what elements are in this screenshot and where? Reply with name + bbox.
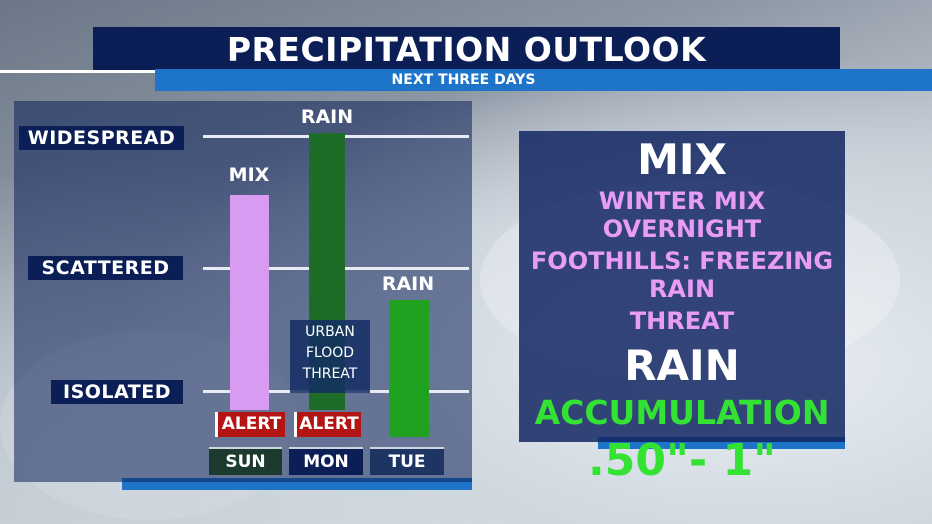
mix-line-1: WINTER MIX OVERNIGHT	[598, 187, 766, 243]
mix-line-3: THREAT	[629, 307, 735, 335]
rain-accumulation-label: ACCUMULATION	[534, 393, 830, 432]
mix-line-2: FOOTHILLS: FREEZING RAIN	[530, 247, 834, 303]
title-bar: PRECIPITATION OUTLOOK	[93, 27, 840, 71]
details-panel: MIX WINTER MIX OVERNIGHT FOOTHILLS: FREE…	[519, 131, 845, 486]
day-label-sun: SUN	[209, 447, 282, 475]
rain-accumulation-amount: .50"- 1"	[588, 435, 776, 486]
level-label-widespread: WIDESPREAD	[19, 126, 184, 150]
level-label-isolated: ISOLATED	[51, 380, 183, 404]
flood-threat-note: URBAN FLOOD THREAT	[290, 320, 370, 393]
page-title: PRECIPITATION OUTLOOK	[226, 29, 707, 69]
alert-badge-sun: ALERT	[215, 412, 285, 437]
subtitle-bar: NEXT THREE DAYS	[155, 69, 932, 91]
rain-heading: RAIN	[624, 341, 740, 390]
flood-threat-text: URBAN FLOOD THREAT	[302, 324, 358, 382]
alert-badge-mon: ALERT	[294, 412, 361, 437]
level-label-scattered: SCATTERED	[28, 256, 183, 280]
page-subtitle: NEXT THREE DAYS	[391, 72, 536, 88]
bar-sun	[230, 195, 269, 410]
bar-label-tue: RAIN	[381, 273, 435, 295]
day-label-tue: TUE	[370, 447, 444, 475]
mix-heading: MIX	[637, 135, 727, 184]
divider	[0, 70, 155, 73]
bar-label-mon: RAIN	[300, 106, 354, 128]
bar-tue	[389, 300, 429, 437]
bar-label-sun: MIX	[228, 164, 270, 186]
day-label-mon: MON	[289, 447, 363, 475]
